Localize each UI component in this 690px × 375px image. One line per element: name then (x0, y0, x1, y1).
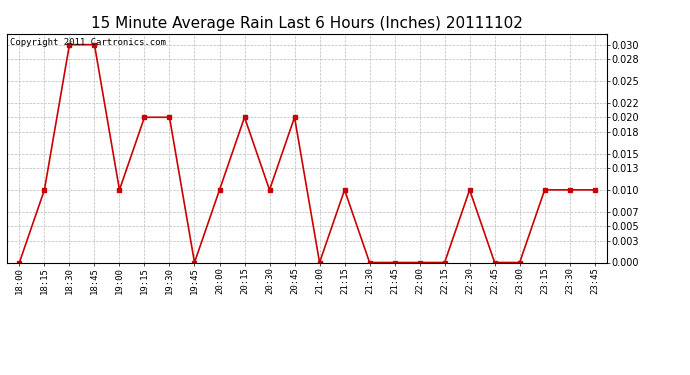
Text: Copyright 2011 Cartronics.com: Copyright 2011 Cartronics.com (10, 38, 166, 47)
Title: 15 Minute Average Rain Last 6 Hours (Inches) 20111102: 15 Minute Average Rain Last 6 Hours (Inc… (91, 16, 523, 31)
